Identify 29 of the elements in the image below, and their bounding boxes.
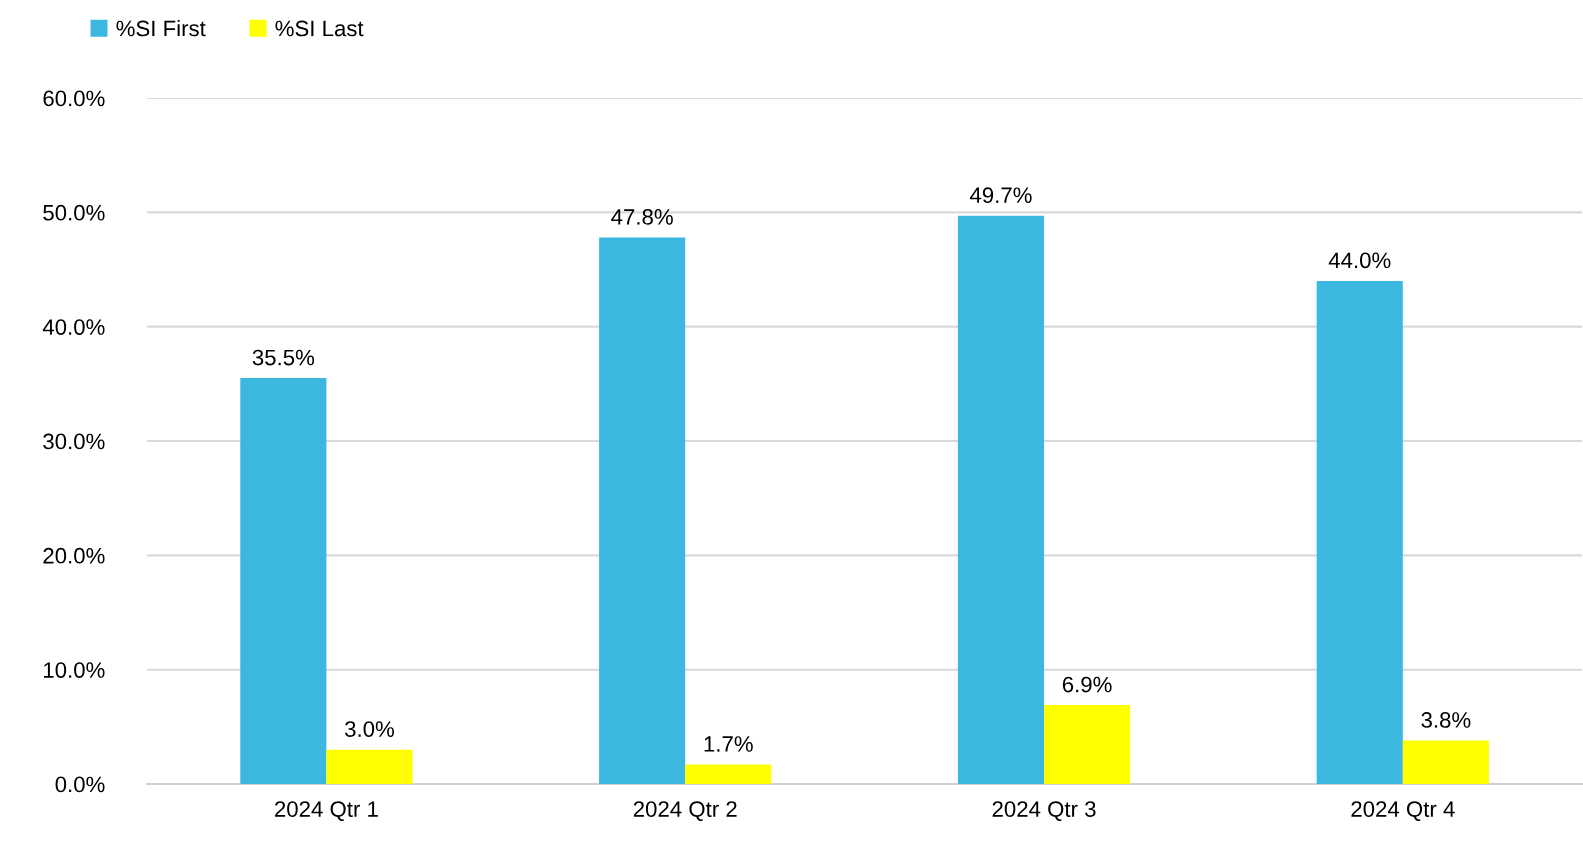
bar (599, 237, 686, 784)
bar (1044, 705, 1131, 784)
y-tick-label: 60.0% (43, 90, 105, 107)
legend-label: %SI First (116, 20, 206, 37)
data-label: 47.8% (611, 209, 673, 225)
bar (240, 378, 327, 784)
data-label: 49.7% (969, 187, 1032, 204)
data-label: 3.0% (344, 721, 394, 737)
y-tick-label: 10.0% (44, 662, 105, 678)
y-tick-label: 0.0% (55, 776, 105, 793)
data-label: 1.7% (704, 736, 753, 752)
x-tick-label: 2024 Qtr 1 (275, 801, 378, 821)
y-tick-label: 20.0% (43, 547, 105, 564)
bar (326, 749, 413, 784)
data-label: 35.5% (252, 349, 315, 366)
bar (957, 215, 1045, 784)
bar (1316, 280, 1403, 784)
x-tick-label: 2024 Qtr 3 (992, 801, 1096, 821)
data-label: 6.9% (1062, 676, 1112, 693)
x-tick-label: 2024 Qtr 4 (1351, 801, 1455, 821)
data-label: 44.0% (1328, 252, 1391, 269)
y-tick-label: 30.0% (43, 433, 105, 450)
y-tick-label: 40.0% (42, 319, 105, 335)
y-tick-label: 50.0% (43, 204, 105, 221)
x-tick-label: 2024 Qtr 2 (633, 801, 737, 821)
bar (1402, 740, 1489, 784)
bar (685, 764, 772, 784)
legend-label: %SI Last (275, 20, 364, 37)
data-label: 3.8% (1421, 712, 1471, 728)
